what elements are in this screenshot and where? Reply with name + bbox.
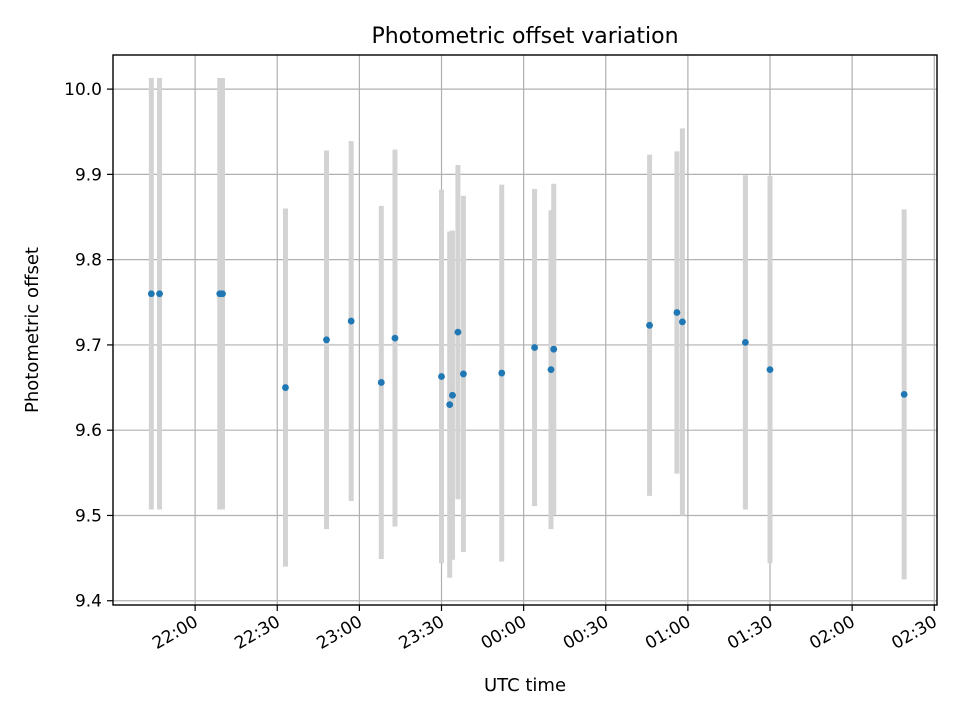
y-tick-label: 9.9 xyxy=(75,165,102,185)
y-tick-label: 10.0 xyxy=(64,80,102,100)
data-point xyxy=(377,379,385,386)
data-point xyxy=(454,328,462,336)
y-tick-label: 9.8 xyxy=(75,251,102,271)
data-points xyxy=(147,290,908,409)
y-tick-label: 9.5 xyxy=(75,506,102,526)
data-point xyxy=(282,384,289,391)
data-point xyxy=(679,318,686,326)
chart-title: Photometric offset variation xyxy=(371,24,678,49)
plot-frame xyxy=(112,54,938,606)
data-point xyxy=(156,290,163,298)
y-tick-label: 9.4 xyxy=(75,592,102,612)
data-point xyxy=(449,391,456,399)
data-point xyxy=(147,290,155,298)
data-point xyxy=(219,290,226,298)
data-point xyxy=(646,321,653,329)
data-point xyxy=(673,309,681,316)
data-point xyxy=(498,369,506,377)
y-axis-ticks: 9.4 9.5 9.6 9.7 9.8 9.9 10.0 xyxy=(64,80,113,612)
grid-lines xyxy=(113,55,937,605)
data-point xyxy=(900,390,908,398)
data-point xyxy=(547,366,555,374)
data-point xyxy=(438,373,445,380)
data-point xyxy=(446,401,454,409)
data-point xyxy=(391,334,399,342)
data-point xyxy=(460,370,467,378)
data-point xyxy=(766,366,774,374)
data-point xyxy=(741,338,749,346)
y-tick-label: 9.6 xyxy=(75,421,102,441)
data-point xyxy=(347,317,355,325)
data-point xyxy=(531,344,538,351)
data-point xyxy=(323,336,330,344)
y-tick-label: 9.7 xyxy=(75,336,102,356)
x-axis-label: UTC time xyxy=(484,675,566,696)
y-axis-label: Photometric offset xyxy=(22,247,43,413)
data-point xyxy=(550,345,558,353)
